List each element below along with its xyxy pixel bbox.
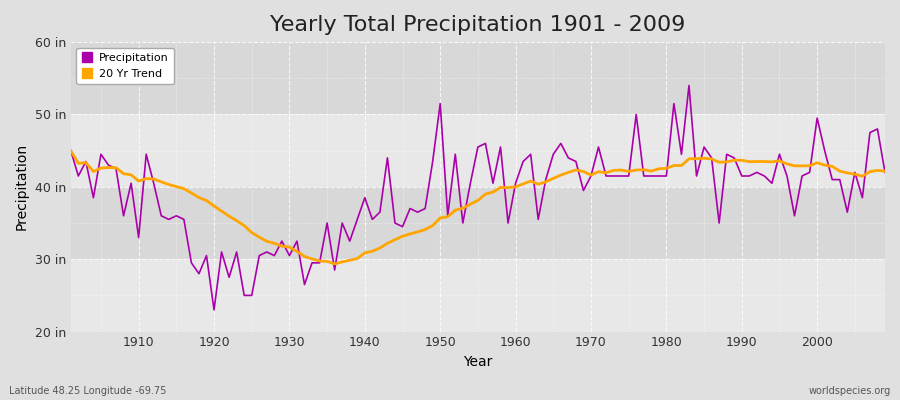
Text: worldspecies.org: worldspecies.org [809, 386, 891, 396]
Bar [71, 187, 885, 259]
Y-axis label: Precipitation: Precipitation [15, 143, 29, 230]
Legend: Precipitation, 20 Yr Trend: Precipitation, 20 Yr Trend [76, 48, 174, 84]
Bar [71, 259, 885, 332]
Bar [71, 42, 885, 114]
Bar [71, 114, 885, 187]
X-axis label: Year: Year [464, 355, 492, 369]
Title: Yearly Total Precipitation 1901 - 2009: Yearly Total Precipitation 1901 - 2009 [270, 15, 686, 35]
Text: Latitude 48.25 Longitude -69.75: Latitude 48.25 Longitude -69.75 [9, 386, 166, 396]
